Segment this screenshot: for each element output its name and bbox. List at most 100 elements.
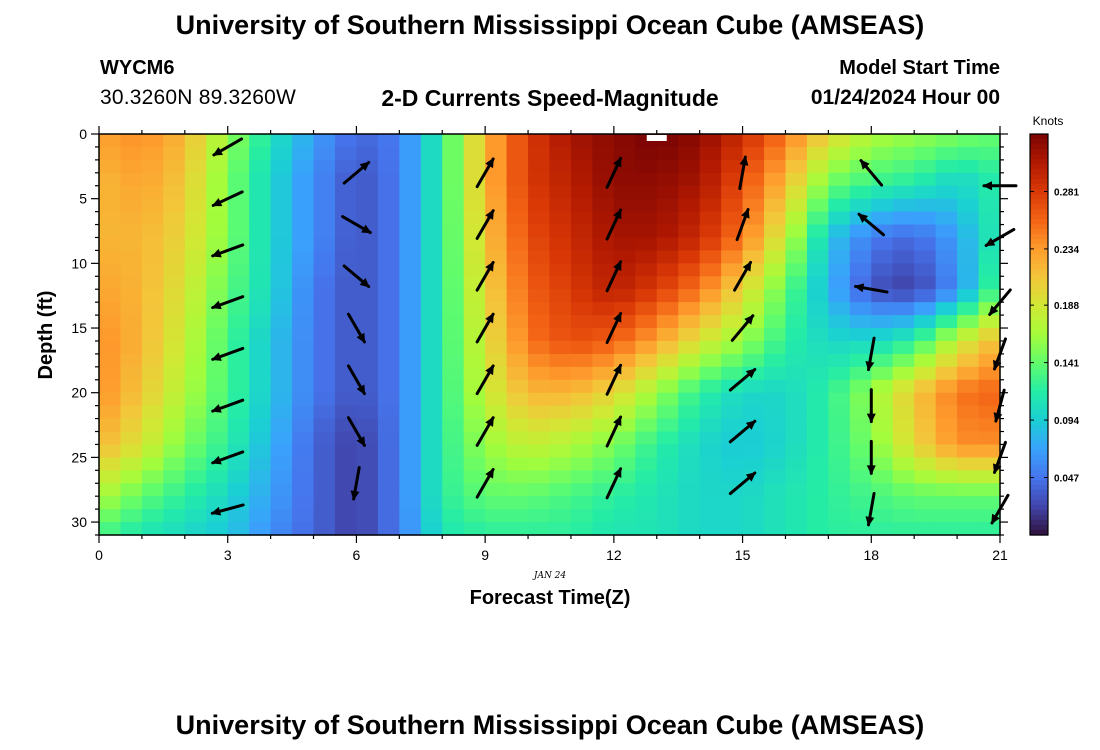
heatmap-cell [270, 379, 293, 394]
heatmap-cell [806, 159, 829, 174]
heatmap-cell [99, 263, 122, 277]
y-tick-label: 0 [79, 126, 87, 142]
heatmap-cell [356, 366, 379, 381]
heatmap-cell [785, 470, 808, 484]
heatmap-cell [163, 315, 186, 329]
heatmap-cell [227, 263, 250, 277]
heatmap-cell [120, 185, 143, 200]
heatmap-cell [120, 211, 143, 226]
heatmap-cell [120, 418, 143, 433]
heatmap-cell [678, 509, 701, 523]
heatmap-cell [678, 340, 701, 355]
heatmap-cell [463, 185, 486, 200]
heatmap-cell [120, 289, 143, 303]
heatmap-cell [463, 134, 486, 148]
heatmap-cell [828, 302, 851, 316]
heatmap-cell [849, 315, 872, 329]
heatmap-cell [120, 198, 143, 213]
heatmap-cell [356, 134, 379, 148]
heatmap-cell [721, 146, 744, 161]
heatmap-cell [935, 418, 958, 433]
heatmap-cell [249, 211, 272, 226]
heatmap-cell [570, 405, 594, 420]
heatmap-cell [849, 522, 872, 536]
heatmap-cell [227, 379, 250, 394]
heatmap-cell [935, 470, 958, 484]
heatmap-cell [399, 224, 422, 239]
heatmap-cell [592, 470, 615, 484]
heatmap-cell [613, 302, 636, 316]
heatmap-cell [463, 418, 486, 433]
heatmap-cell [377, 263, 400, 277]
heatmap-cell [270, 418, 293, 433]
heatmap-cell [613, 172, 636, 187]
heatmap-cell [206, 276, 229, 290]
heatmap-cell [914, 379, 937, 394]
heatmap-cell [592, 302, 615, 316]
current-vector-arrow [211, 243, 245, 258]
heatmap-cell [356, 405, 379, 420]
heatmap-cell [249, 431, 272, 446]
heatmap-cell [806, 237, 829, 252]
heatmap-cell [292, 405, 315, 420]
heatmap-cell [420, 224, 443, 239]
heatmap-cell [635, 159, 658, 174]
heatmap-cell [678, 496, 701, 510]
heatmap-cell [227, 353, 250, 368]
heatmap-cell [764, 522, 787, 536]
heatmap-cell [635, 276, 658, 290]
heatmap-cell [635, 379, 658, 394]
heatmap-cell [377, 172, 400, 187]
heatmap-cell [270, 250, 293, 264]
heatmap-cell [570, 134, 594, 148]
heatmap-cell [656, 263, 679, 277]
heatmap-cell [528, 470, 551, 484]
heatmap-cell [699, 146, 722, 161]
heatmap-cell [120, 522, 143, 536]
heatmap-cell [678, 198, 701, 213]
heatmap-cell [871, 250, 894, 264]
heatmap-cell [206, 418, 229, 433]
heatmap-cell [270, 340, 293, 355]
heatmap-cell [678, 418, 701, 433]
heatmap-cell [313, 328, 336, 342]
heatmap-cell [506, 250, 529, 264]
heatmap-cell [914, 302, 937, 316]
heatmap-cell [678, 366, 701, 381]
heatmap-cell [442, 483, 465, 497]
heatmap-cell [163, 159, 186, 174]
heatmap-cell [506, 198, 529, 213]
heatmap-cell [699, 302, 722, 316]
heatmap-cell [442, 522, 465, 536]
heatmap-cell [249, 276, 272, 290]
heatmap-cell [635, 444, 658, 458]
heatmap-cell [399, 289, 422, 303]
heatmap-cell [506, 379, 529, 394]
heatmap-cell [656, 431, 679, 446]
heatmap-cell [957, 392, 980, 407]
heatmap-cell [678, 211, 701, 226]
heatmap-cell [206, 211, 229, 226]
heatmap-cell [292, 522, 315, 536]
heatmap-cell [764, 289, 787, 303]
heatmap-cell [592, 392, 615, 407]
heatmap-cell [377, 509, 400, 523]
heatmap-cell [570, 276, 594, 290]
heatmap-cell [785, 418, 808, 433]
heatmap-cell [656, 302, 679, 316]
heatmap-cell [184, 211, 207, 226]
heatmap-cell [699, 315, 722, 329]
heatmap-cell [785, 315, 808, 329]
colorbar-tick-label: 0.188 [1054, 301, 1079, 312]
heatmap-cell [163, 418, 186, 433]
heatmap-cell [613, 444, 636, 458]
heatmap-cell [699, 211, 722, 226]
heatmap-cell [141, 405, 164, 420]
heatmap-cell [334, 302, 358, 316]
heatmap-cell [99, 172, 122, 187]
heatmap-cell [935, 198, 958, 213]
heatmap-cell [506, 289, 529, 303]
footer-title: University of Southern Mississippi Ocean… [175, 710, 925, 740]
heatmap-cell [184, 172, 207, 187]
heatmap-cell [892, 509, 915, 523]
